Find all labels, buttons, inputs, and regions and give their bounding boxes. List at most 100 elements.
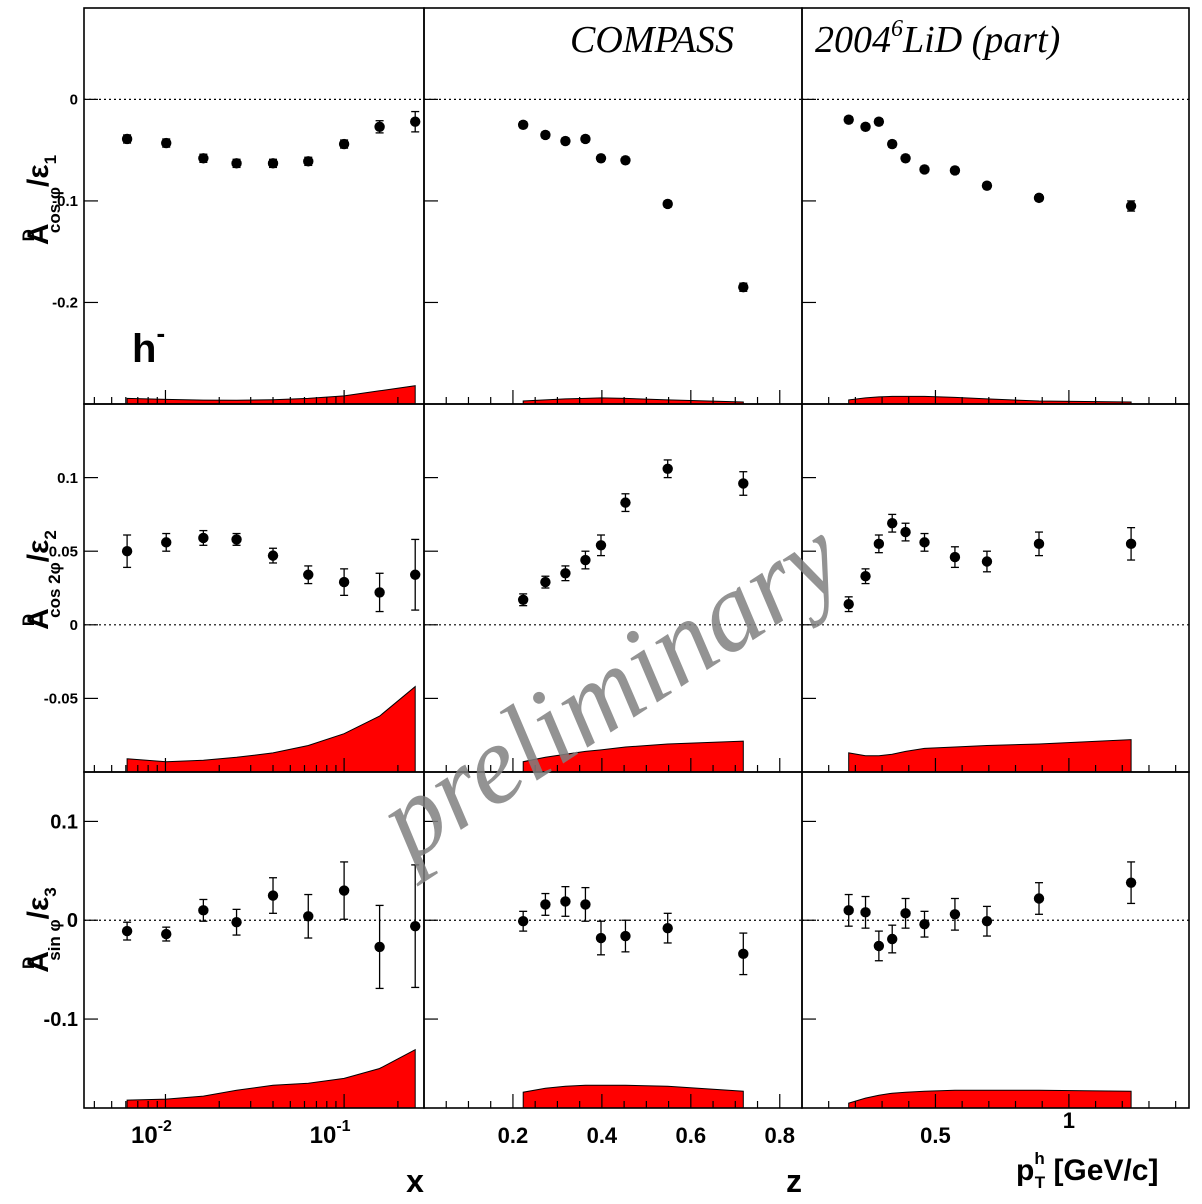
data-point [303, 911, 314, 922]
data-point [662, 463, 673, 474]
data-point [620, 930, 631, 942]
data-point [843, 905, 854, 916]
y-tick-label: 0.1 [57, 470, 78, 487]
data-point [949, 165, 961, 176]
data-point [580, 899, 591, 910]
systematic-band [848, 395, 1132, 405]
data-point [121, 925, 133, 937]
data-point [303, 569, 314, 580]
data-point [843, 114, 854, 125]
y-tick-label: -0.1 [44, 1009, 78, 1031]
x-tick-label: 1 [1063, 1108, 1075, 1133]
y-tick-label: -0.1 [52, 193, 78, 210]
data-point [662, 922, 673, 934]
data-point [560, 896, 571, 907]
data-point [121, 546, 133, 557]
data-point [595, 932, 607, 944]
data-point [161, 137, 172, 149]
data-point [949, 551, 961, 563]
data-point [560, 568, 571, 579]
panel-cos_phi-z [423, 7, 803, 405]
panel-cos_2phi-x [83, 403, 425, 773]
data-point [410, 116, 421, 127]
data-point [1125, 877, 1137, 888]
y-tick-label: 0.1 [50, 811, 78, 833]
dataset-label: 20046LiD (part) [815, 16, 1060, 61]
data-point [198, 532, 209, 544]
panel-sin_phi-x [83, 771, 425, 1109]
data-point [919, 537, 930, 548]
data-point [517, 916, 529, 927]
data-point [662, 198, 673, 210]
x-axis-label-z: z [786, 1163, 802, 1199]
data-point [560, 135, 571, 147]
panel-frame [83, 403, 425, 773]
data-point [620, 155, 631, 166]
data-point [374, 941, 385, 953]
y-tick-label: -0.05 [44, 691, 78, 708]
data-point [738, 948, 749, 960]
data-point [410, 569, 421, 580]
data-point [231, 917, 242, 928]
data-point [267, 890, 279, 901]
panel-cos_phi-x [83, 7, 425, 405]
data-point [338, 138, 350, 150]
data-point [198, 153, 209, 164]
data-point [338, 885, 350, 896]
data-point [620, 497, 631, 508]
data-point [540, 576, 551, 588]
data-point [1125, 200, 1137, 212]
data-point [517, 594, 529, 605]
x-axis-label-pt: ph T [GeV/c] [1016, 1149, 1158, 1192]
data-point [267, 158, 279, 169]
y-tick-label: 0 [70, 92, 78, 109]
data-point [1033, 538, 1045, 550]
data-point [873, 116, 885, 127]
data-point [1033, 893, 1045, 904]
systematic-band [848, 1089, 1132, 1109]
y-axis-label-sin_phi: ADsin φ/ε3 [19, 887, 64, 972]
systematic-band [126, 1048, 416, 1109]
panel-cos_phi-pT [801, 7, 1190, 405]
panel-frame [423, 7, 803, 405]
preliminary-watermark: preliminary [350, 494, 864, 888]
x-tick-label: 10-2 [131, 1118, 172, 1149]
data-point [981, 556, 993, 567]
data-point [595, 540, 607, 551]
x-tick-label: 0.4 [587, 1123, 618, 1148]
data-point [860, 571, 871, 582]
x-tick-label: 0.6 [676, 1123, 707, 1148]
data-point [900, 526, 911, 538]
data-point [900, 908, 911, 919]
x-tick-label: 0.2 [498, 1123, 529, 1148]
systematic-band [126, 385, 416, 405]
data-point [517, 119, 529, 130]
y-tick-label: 0.05 [49, 543, 78, 560]
data-point [1033, 192, 1045, 204]
x-tick-label: 0.8 [764, 1123, 795, 1148]
systematic-band [522, 397, 744, 405]
hadron-label: h- [132, 318, 165, 371]
data-point [873, 940, 885, 952]
data-point [738, 282, 749, 293]
y-tick-label: -0.2 [52, 295, 78, 312]
panel-sin_phi-z [423, 771, 803, 1109]
x-axis-label-x: x [406, 1163, 424, 1199]
systematic-band [522, 740, 744, 773]
panel-frame [83, 771, 425, 1109]
x-tick-label: 0.5 [920, 1123, 951, 1148]
data-point [410, 920, 421, 932]
data-point [540, 129, 551, 141]
panel-frame [801, 771, 1190, 1109]
data-point [887, 138, 898, 150]
data-point [981, 180, 993, 191]
data-point [949, 909, 961, 920]
data-point [161, 928, 172, 940]
x-tick-label: 10-1 [310, 1118, 351, 1149]
data-point [374, 587, 385, 598]
data-point [860, 907, 871, 918]
y-axis-label-cos_phi: ADcos φ/ε1 [19, 155, 64, 245]
data-point [981, 916, 993, 927]
